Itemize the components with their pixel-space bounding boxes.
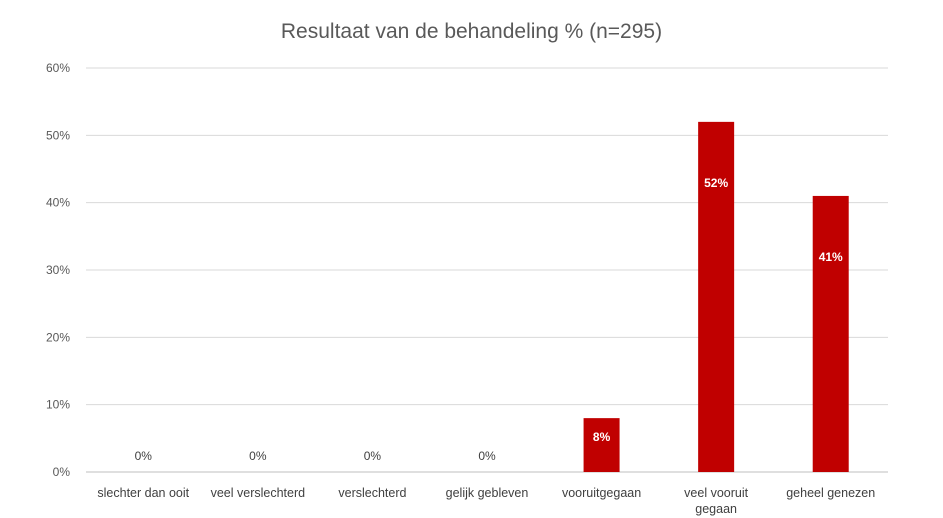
y-tick-label: 50% [46,128,70,142]
y-tick-label: 30% [46,263,70,277]
category-label: veel verslechterd [211,486,306,500]
y-tick-label: 10% [46,398,70,412]
category-label: gegaan [695,502,737,516]
category-label: verslechterd [338,486,406,500]
y-tick-label: 60% [46,61,70,75]
data-label: 41% [819,250,843,264]
bar [698,121,735,472]
data-label: 0% [478,449,496,463]
category-label: gelijk gebleven [446,486,529,500]
category-label: geheel genezen [786,486,875,500]
category-label: veel vooruit [684,486,748,500]
data-label: 0% [249,449,267,463]
y-tick-label: 40% [46,196,70,210]
category-label: vooruitgegaan [562,486,641,500]
data-label: 0% [135,449,153,463]
data-label: 8% [593,430,611,444]
category-label: slechter dan ooit [97,486,189,500]
chart-title: Resultaat van de behandeling % (n=295) [280,20,663,43]
data-label: 0% [364,449,382,463]
bar [812,195,849,472]
y-tick-label: 20% [46,330,70,344]
y-tick-label: 0% [53,465,71,479]
bar [583,418,620,472]
data-label: 52% [704,176,728,190]
